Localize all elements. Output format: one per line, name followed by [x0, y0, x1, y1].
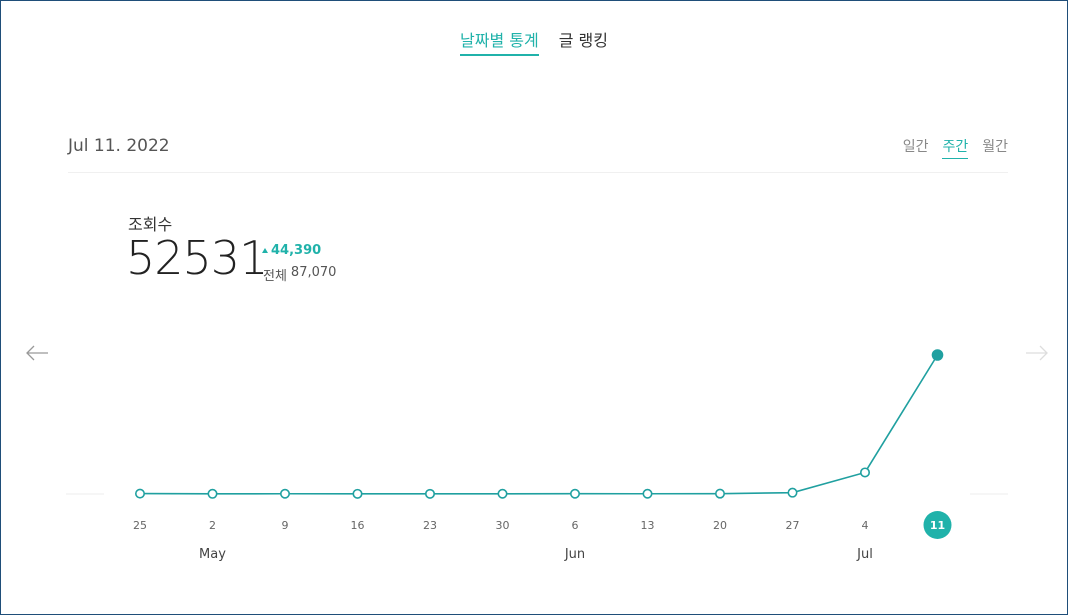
data-point: [352, 488, 363, 499]
data-point: [787, 487, 798, 498]
x-tick-label: 4: [862, 519, 869, 532]
month-label: Jun: [564, 547, 585, 562]
data-point: [569, 488, 580, 499]
period-weekly[interactable]: 주간: [942, 136, 969, 159]
metric-label: 조회수: [128, 215, 173, 234]
x-tick-label: 9: [282, 519, 289, 532]
x-tick-label: 30: [496, 519, 510, 532]
tab-bar: 날짜별 통계 글 랭킹: [0, 27, 1068, 56]
period-monthly[interactable]: 월간: [982, 139, 1008, 155]
data-point: [279, 488, 290, 499]
data-point: [497, 488, 508, 499]
data-point: [714, 488, 725, 499]
metric-total-label: 전체: [263, 269, 287, 284]
date-label: Jul 11. 2022: [68, 136, 170, 156]
data-point: [859, 467, 870, 478]
x-tick-label: 11: [930, 519, 945, 532]
x-tick-label: 13: [641, 519, 655, 532]
up-triangle-icon: [262, 248, 268, 253]
x-tick-label: 20: [713, 519, 727, 532]
series-line: [139, 354, 939, 495]
header-divider: [68, 172, 1008, 173]
metric-delta-value: 44,390: [271, 243, 322, 258]
x-tick-label: 16: [351, 519, 365, 532]
highlight-tick-badge: [923, 511, 952, 539]
x-tick-label: 27: [786, 519, 800, 532]
metric-delta: 44,390: [262, 243, 321, 258]
metric-value: 52531: [126, 231, 268, 285]
x-tick-label: 2: [209, 519, 216, 532]
x-tick-label: 25: [133, 519, 147, 532]
period-selector: 일간 주간 월간: [903, 136, 1008, 159]
month-label: May: [199, 547, 226, 562]
next-arrow-icon[interactable]: [1024, 340, 1050, 366]
data-point: [207, 488, 218, 499]
x-tick-label: 6: [572, 519, 579, 532]
data-point: [424, 488, 435, 499]
data-point: [931, 349, 944, 361]
x-tick-label: 23: [423, 519, 437, 532]
data-point: [135, 488, 146, 499]
period-daily[interactable]: 일간: [902, 139, 929, 155]
metric-total-value: 87,070: [290, 265, 337, 280]
metric-total: 전체 87,070: [263, 265, 336, 284]
tab-post-ranking[interactable]: 글 랭킹: [558, 31, 608, 50]
prev-arrow-icon[interactable]: [24, 340, 50, 366]
tab-daily-stats[interactable]: 날짜별 통계: [460, 27, 539, 56]
data-point: [642, 488, 653, 499]
month-label: Jul: [856, 547, 873, 562]
